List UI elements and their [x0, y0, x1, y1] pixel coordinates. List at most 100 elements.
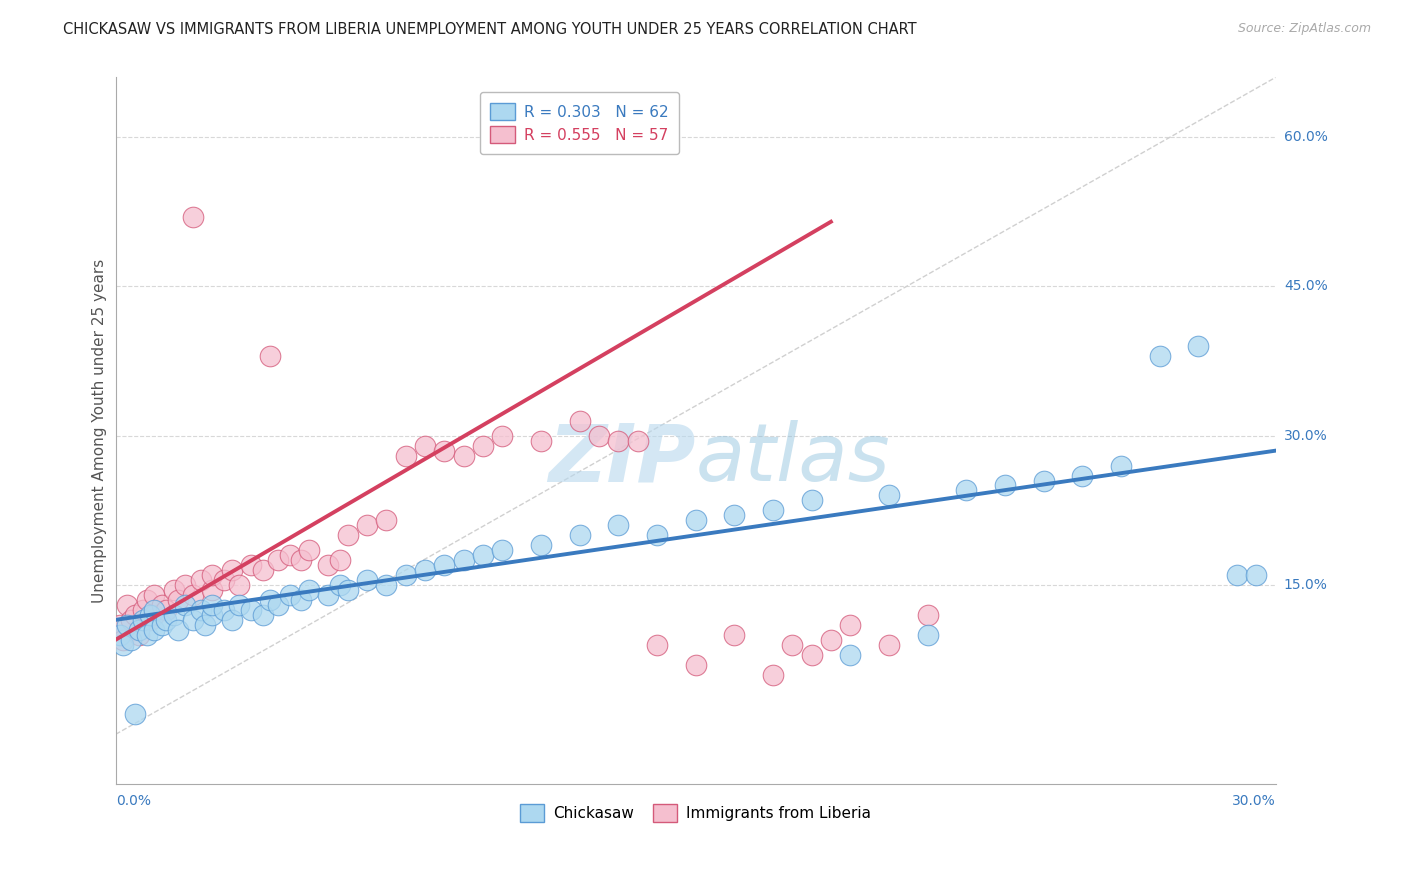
Point — [139, 613, 162, 627]
Point — [433, 558, 456, 573]
Point — [917, 628, 939, 642]
Point — [108, 617, 131, 632]
Point — [329, 553, 352, 567]
Point — [120, 632, 142, 647]
Point — [163, 607, 186, 622]
Point — [298, 543, 321, 558]
Point — [201, 598, 224, 612]
Point — [132, 603, 155, 617]
Point — [433, 443, 456, 458]
Point — [877, 488, 900, 502]
Point — [820, 632, 842, 647]
Point — [163, 582, 186, 597]
Point — [1071, 468, 1094, 483]
Point — [117, 598, 139, 612]
Point — [645, 528, 668, 542]
Point — [1109, 458, 1132, 473]
Point — [181, 588, 204, 602]
Point — [155, 603, 177, 617]
Point — [174, 598, 197, 612]
Point — [530, 434, 553, 448]
Point — [240, 603, 263, 617]
Point — [453, 553, 475, 567]
Text: Source: ZipAtlas.com: Source: ZipAtlas.com — [1237, 22, 1371, 36]
Point — [228, 578, 250, 592]
Point — [491, 428, 513, 442]
Point — [318, 588, 340, 602]
Point — [259, 349, 281, 363]
Point — [839, 617, 862, 632]
Point — [723, 508, 745, 523]
Point — [212, 603, 235, 617]
Point — [290, 553, 312, 567]
Point — [762, 503, 785, 517]
Text: 30.0%: 30.0% — [1284, 429, 1327, 442]
Point — [955, 483, 977, 498]
Point — [278, 548, 301, 562]
Y-axis label: Unemployment Among Youth under 25 years: Unemployment Among Youth under 25 years — [93, 259, 107, 603]
Point — [645, 638, 668, 652]
Point — [190, 603, 212, 617]
Point — [800, 493, 823, 508]
Point — [626, 434, 648, 448]
Point — [267, 553, 290, 567]
Text: ZIP: ZIP — [548, 420, 696, 498]
Point — [917, 607, 939, 622]
Point — [762, 667, 785, 681]
Point — [181, 210, 204, 224]
Legend: Chickasaw, Immigrants from Liberia: Chickasaw, Immigrants from Liberia — [512, 797, 879, 830]
Point — [685, 657, 707, 672]
Point — [994, 478, 1017, 492]
Point — [394, 449, 416, 463]
Point — [135, 628, 157, 642]
Point — [471, 439, 494, 453]
Text: 0.0%: 0.0% — [115, 794, 150, 808]
Point — [221, 563, 243, 577]
Point — [278, 588, 301, 602]
Point — [128, 623, 150, 637]
Point — [453, 449, 475, 463]
Text: atlas: atlas — [696, 420, 890, 498]
Point — [1244, 568, 1267, 582]
Point — [135, 593, 157, 607]
Point — [375, 578, 398, 592]
Point — [329, 578, 352, 592]
Text: 45.0%: 45.0% — [1284, 279, 1327, 293]
Point — [356, 518, 378, 533]
Point — [201, 568, 224, 582]
Point — [839, 648, 862, 662]
Point — [181, 613, 204, 627]
Point — [212, 573, 235, 587]
Point — [394, 568, 416, 582]
Point — [221, 613, 243, 627]
Point — [201, 607, 224, 622]
Point — [1187, 339, 1209, 353]
Point — [1226, 568, 1249, 582]
Text: CHICKASAW VS IMMIGRANTS FROM LIBERIA UNEMPLOYMENT AMONG YOUTH UNDER 25 YEARS COR: CHICKASAW VS IMMIGRANTS FROM LIBERIA UNE… — [63, 22, 917, 37]
Point — [318, 558, 340, 573]
Point — [252, 607, 274, 622]
Text: 60.0%: 60.0% — [1284, 130, 1327, 145]
Point — [290, 593, 312, 607]
Point — [194, 617, 217, 632]
Text: 30.0%: 30.0% — [1232, 794, 1275, 808]
Point — [117, 617, 139, 632]
Point — [800, 648, 823, 662]
Point — [1149, 349, 1171, 363]
Point — [780, 638, 803, 652]
Point — [166, 593, 188, 607]
Point — [143, 588, 166, 602]
Point — [240, 558, 263, 573]
Point — [471, 548, 494, 562]
Point — [877, 638, 900, 652]
Point — [150, 617, 173, 632]
Point — [259, 593, 281, 607]
Point — [1032, 474, 1054, 488]
Point — [174, 578, 197, 592]
Point — [112, 632, 135, 647]
Point — [139, 607, 162, 622]
Point — [143, 623, 166, 637]
Point — [201, 582, 224, 597]
Point — [150, 598, 173, 612]
Point — [413, 439, 436, 453]
